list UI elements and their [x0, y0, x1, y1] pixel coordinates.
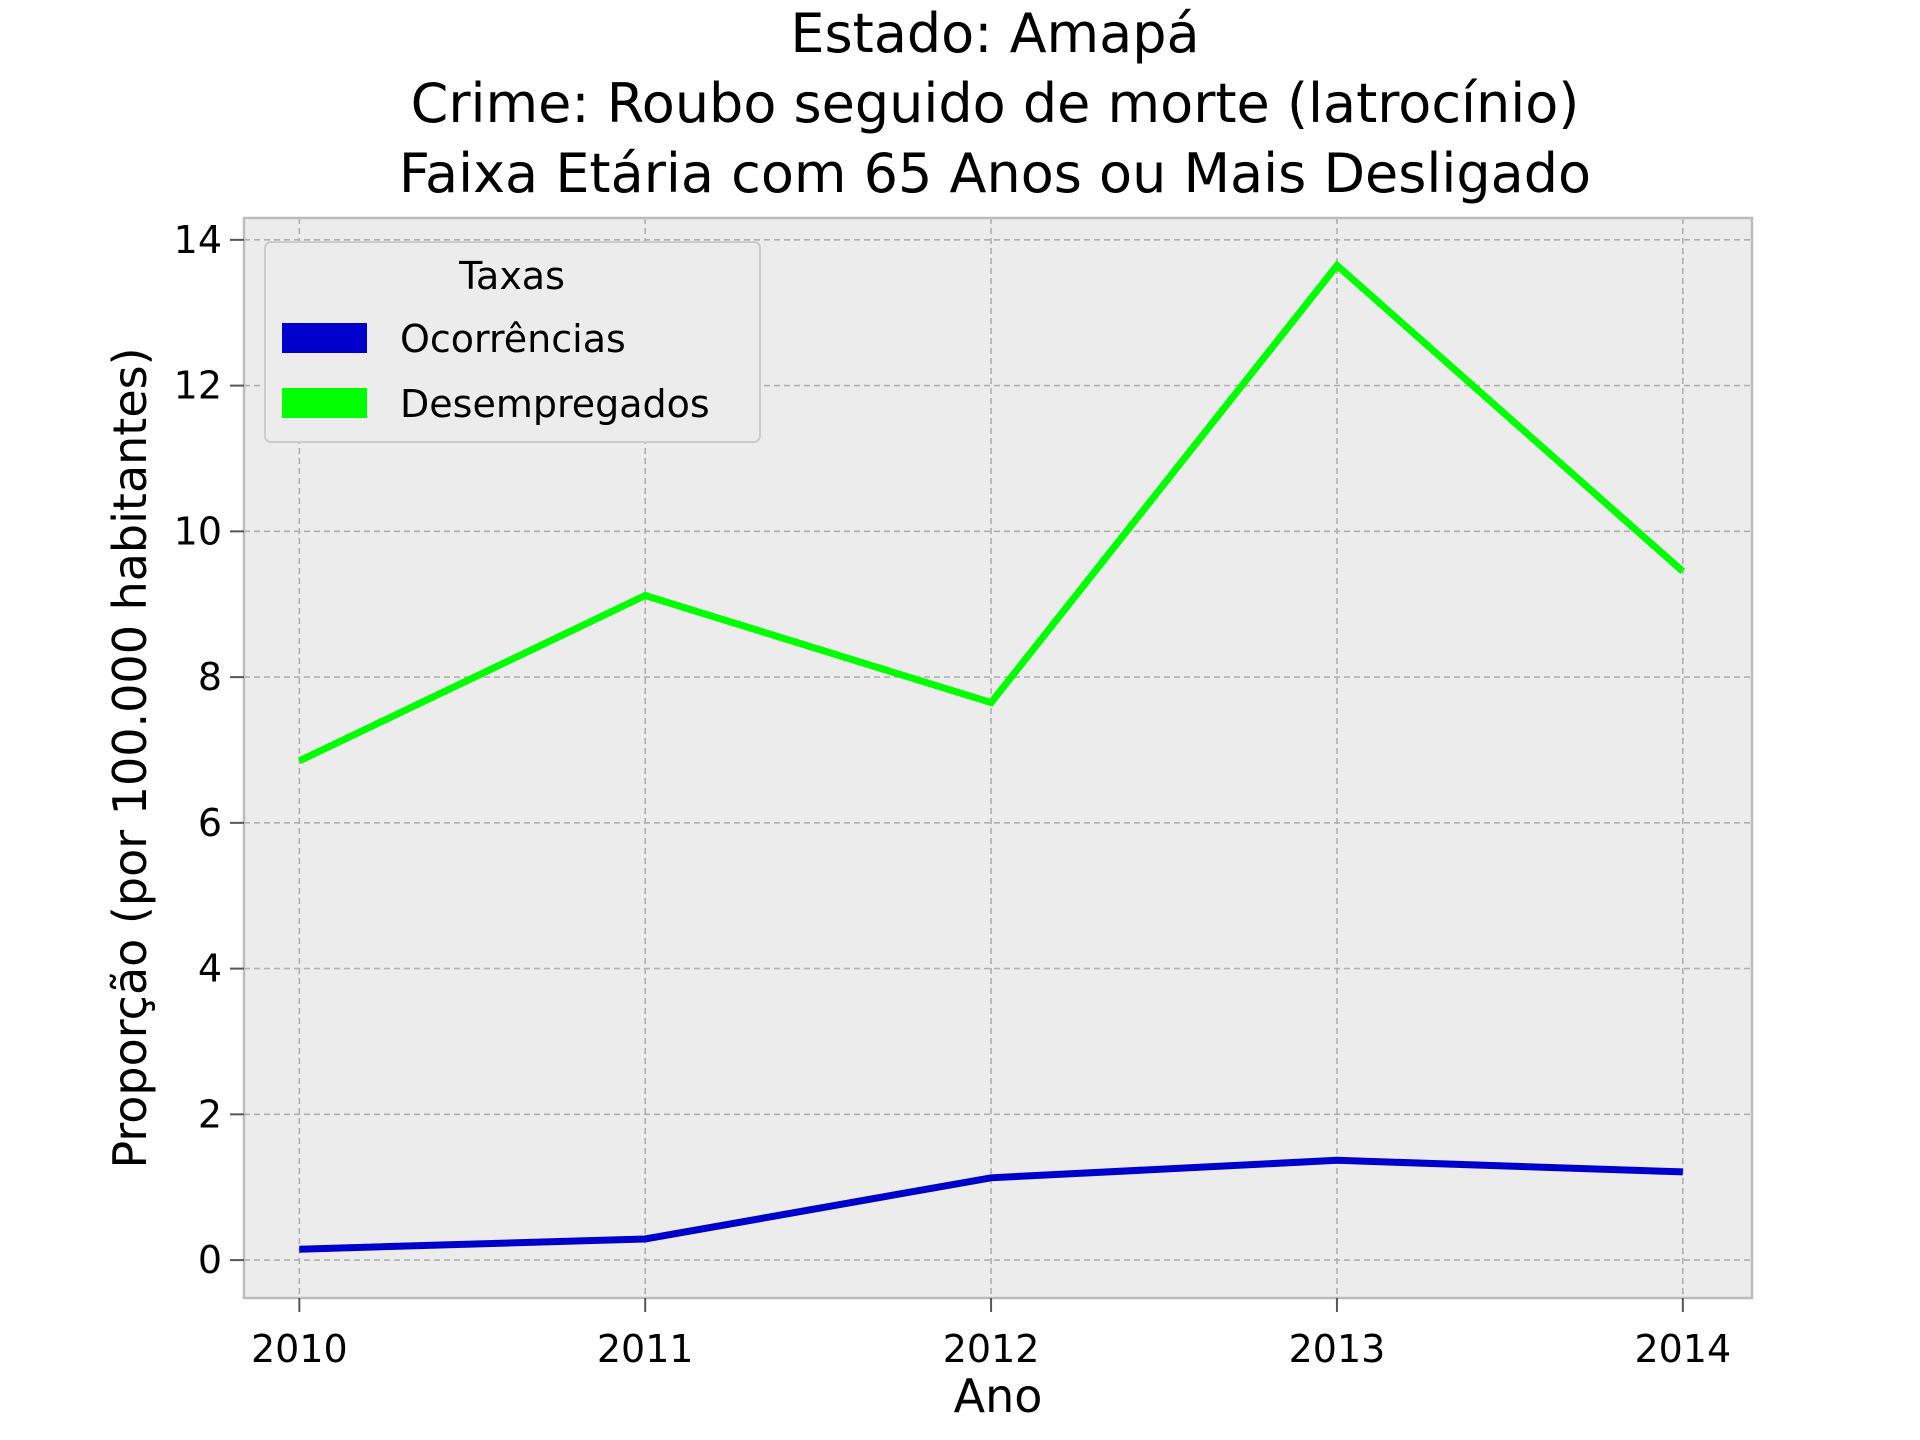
- legend-box: [264, 241, 761, 443]
- y-tick-label: 8: [198, 655, 222, 699]
- y-tick-label: 12: [174, 364, 222, 408]
- title-line-1: Estado: Amapá: [790, 2, 1199, 65]
- x-axis-ticks: 2010 2011 2012 2013 2014: [251, 1298, 1731, 1371]
- x-tick-label: 2010: [251, 1327, 348, 1371]
- legend: Taxas Ocorrências Desempregados: [264, 241, 761, 443]
- legend-label-ocorrencias: Ocorrências: [400, 317, 626, 361]
- y-tick-label: 0: [198, 1238, 222, 1282]
- series-line-ocorrencias: [299, 1156, 1683, 1253]
- x-tick-label: 2012: [943, 1327, 1040, 1371]
- series-lines: [297, 260, 1686, 1253]
- y-tick-label: 6: [198, 801, 222, 845]
- legend-label-desempregados: Desempregados: [400, 382, 710, 426]
- legend-title: Taxas: [458, 254, 565, 298]
- y-tick-label: 2: [198, 1092, 222, 1136]
- x-tick-label: 2013: [1289, 1327, 1386, 1371]
- x-tick-label: 2011: [597, 1327, 694, 1371]
- x-axis-label: Ano: [954, 1369, 1043, 1423]
- y-tick-label: 4: [198, 947, 222, 991]
- title-line-3: Faixa Etária com 65 Anos ou Mais Desliga…: [399, 142, 1591, 205]
- title-line-2: Crime: Roubo seguido de morte (latrocíni…: [411, 72, 1580, 135]
- legend-swatch-desempregados: [282, 388, 367, 418]
- x-tick-label: 2014: [1634, 1327, 1731, 1371]
- chart-title: Estado: Amapá Crime: Roubo seguido de mo…: [399, 2, 1591, 205]
- y-tick-label: 14: [174, 218, 222, 262]
- plot-frame: [242, 216, 1754, 1300]
- legend-swatch-ocorrencias: [282, 323, 367, 353]
- y-axis-label: Proporção (por 100.000 habitantes): [103, 347, 157, 1168]
- series-line-desempregados: [297, 260, 1686, 765]
- y-axis-ticks: 0 2 4 6 8 10 12 14: [174, 218, 244, 1282]
- grid: [244, 218, 1752, 1298]
- y-tick-label: 10: [174, 509, 222, 553]
